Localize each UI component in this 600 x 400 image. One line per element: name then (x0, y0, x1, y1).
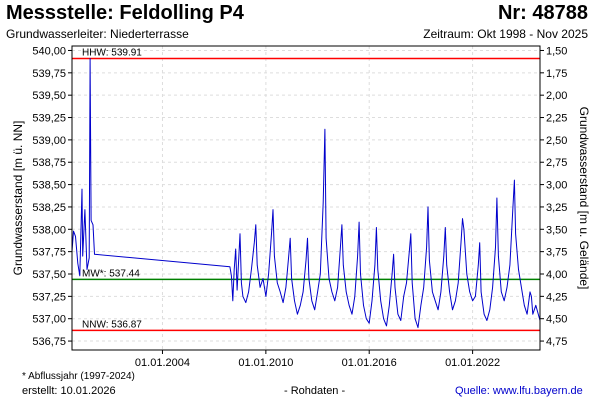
plot-frame (71, 45, 541, 351)
y-tick-label: 539,50 (32, 90, 66, 102)
right-y-tick-label: 3,50 (546, 224, 567, 236)
reference-label-nnw: NNW: 536.87 (82, 319, 142, 330)
x-tick-label: 01.01.2022 (445, 357, 500, 369)
right-y-tick-label: 3,75 (546, 247, 567, 259)
y-tick-label: 538,75 (32, 157, 66, 169)
y-tick-label: 539,00 (32, 135, 66, 147)
right-y-tick-label: 2,25 (546, 113, 567, 125)
period-label: Zeitraum: Okt 1998 - Nov 2025 (423, 27, 588, 41)
aquifer-label: Grundwasserleiter: Niederterrasse (6, 27, 189, 41)
y-tick-label: 537,75 (32, 247, 66, 259)
series-line (71, 58, 541, 329)
right-y-tick-label: 1,50 (546, 45, 567, 57)
series-layer (71, 58, 541, 329)
footnote: * Abflussjahr (1997-2024) (22, 371, 135, 382)
right-y-tick-label: 1,75 (546, 68, 567, 80)
y-tick-label: 538,50 (32, 180, 66, 192)
axis-layer: 540,00 539,75 539,50 539,25 539,00 538,75 538,… (32, 45, 567, 369)
y-tick-label: 539,75 (32, 68, 66, 80)
right-y-tick-label: 4,75 (546, 336, 567, 348)
x-tick-label: 01.01.2016 (342, 357, 397, 369)
reference-label-hhw: HHW: 539.91 (82, 48, 142, 59)
right-y-tick-label: 3,00 (546, 180, 567, 192)
right-y-tick-label: 2,50 (546, 135, 567, 147)
y-tick-label: 538,00 (32, 224, 66, 236)
right-y-tick-label: 4,50 (546, 314, 567, 326)
reference-label-mw: MW*: 537.44 (82, 268, 140, 279)
x-tick-label: 01.01.2004 (135, 357, 190, 369)
raw-data-label: - Rohdaten - (284, 385, 346, 397)
y-axis-label-right: Grundwasserstand [m u. Gelände] (577, 107, 591, 290)
reference-lines: HHW: 539.91 MW*: 537.44 NNW: 536.87 (72, 48, 540, 332)
y-tick-label: 539,25 (32, 113, 66, 125)
right-y-tick-label: 2,00 (546, 90, 567, 102)
source-link[interactable]: Quelle: www.lfu.bayern.de (455, 385, 583, 397)
y-tick-label: 537,00 (32, 314, 66, 326)
y-tick-label: 536,75 (32, 336, 66, 348)
right-y-tick-label: 2,75 (546, 157, 567, 169)
grid-layer (72, 46, 540, 350)
right-y-tick-label: 4,00 (546, 269, 567, 281)
station-number: Nr: 48788 (497, 2, 588, 24)
y-tick-label: 537,25 (32, 291, 66, 303)
y-tick-label: 537,50 (32, 269, 66, 281)
right-y-tick-label: 3,25 (546, 202, 567, 214)
y-tick-label: 538,25 (32, 202, 66, 214)
right-y-tick-label: 4,25 (546, 291, 567, 303)
station-title: Messstelle: Feldolling P4 (6, 2, 244, 24)
x-tick-label: 01.01.2010 (238, 357, 293, 369)
created-date: erstellt: 10.01.2026 (22, 385, 116, 397)
y-tick-label: 540,00 (32, 45, 66, 57)
y-axis-label-left: Grundwasserstand [m ü. NN] (11, 121, 25, 276)
